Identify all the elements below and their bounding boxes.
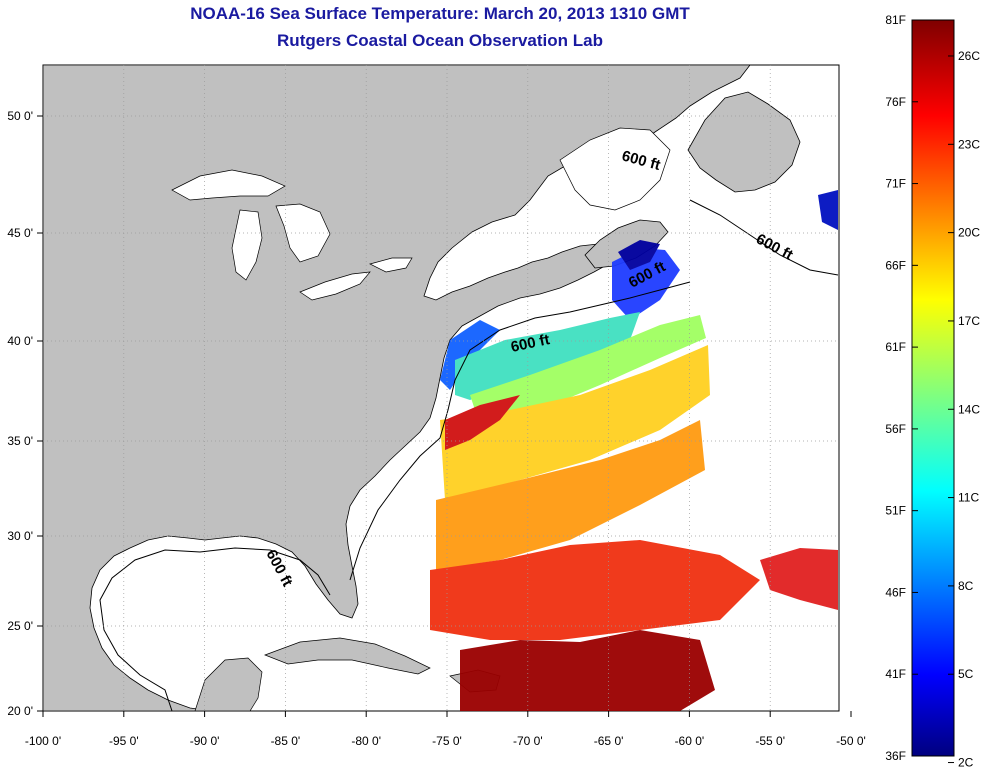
colorbar-f-label: 81F [885, 13, 906, 27]
lon-tick-label: -95 0' [109, 734, 139, 748]
lat-tick-label: 35 0' [7, 434, 33, 448]
colorbar-f-label: 51F [885, 504, 906, 518]
lat-tick-label: 40 0' [7, 334, 33, 348]
colorbar-f-label: 76F [885, 95, 906, 109]
newfoundland-land [687, 91, 801, 193]
lon-tick-label: -55 0' [755, 734, 785, 748]
colorbar-c-label: 14C [958, 402, 980, 416]
lon-tick-label: -85 0' [271, 734, 301, 748]
map-title: NOAA-16 Sea Surface Temperature: March 2… [190, 4, 690, 23]
lon-tick-label: -75 0' [432, 734, 462, 748]
lat-tick-label: 30 0' [7, 529, 33, 543]
lat-tick-label: 50 0' [7, 109, 33, 123]
lon-tick-label: -80 0' [351, 734, 381, 748]
sst-cool-slope [455, 312, 640, 400]
sst-hot-caribbean-approach [460, 630, 715, 711]
isobath-grand-banks [689, 199, 839, 276]
colorbar-f-label: 61F [885, 340, 906, 354]
colorbar-c-label: 17C [958, 314, 980, 328]
lon-tick-label: -70 0' [513, 734, 543, 748]
lake-erie [299, 271, 371, 301]
sst-gulf-stream-core [445, 395, 520, 450]
colorbar-f-label: 36F [885, 749, 906, 763]
map-subtitle: Rutgers Coastal Ocean Observation Lab [277, 31, 603, 50]
cuba-land [264, 637, 431, 675]
lat-tick-label: 20 0' [7, 704, 33, 718]
lat-tick-label: 45 0' [7, 226, 33, 240]
sst-orange-band [436, 420, 705, 570]
colorbar-f-label: 46F [885, 585, 906, 599]
colorbar-f-label: 66F [885, 258, 906, 272]
colorbar [911, 19, 955, 757]
lake-ontario [369, 257, 413, 273]
colorbar-c-label: 23C [958, 137, 980, 151]
lake-superior [171, 169, 286, 201]
colorbar-f-label: 41F [885, 667, 906, 681]
lon-tick-label: -65 0' [594, 734, 624, 748]
sst-east-warm-patch [760, 548, 838, 610]
colorbar-c-label: 5C [958, 667, 974, 681]
isobath-600ft-lines [99, 199, 839, 711]
lon-tick-label: -100 0' [25, 734, 61, 748]
sst-yellow-band [440, 345, 710, 500]
sst-data-swath [430, 190, 838, 711]
isobath-atlantic-shelf [349, 281, 691, 581]
isobath-gulf-of-mexico [99, 547, 331, 711]
lon-tick-label: -90 0' [190, 734, 220, 748]
colorbar-f-label: 56F [885, 422, 906, 436]
colorbar-c-label: 8C [958, 579, 974, 593]
axis-labels: -100 0' -95 0' -90 0' -85 0' -80 0' -75 0' -70… [7, 109, 865, 748]
colorbar-c-label: 2C [958, 756, 974, 770]
graticule [43, 65, 839, 711]
lake-michigan [231, 209, 263, 281]
colorbar-labels: 81F 76F 71F 66F 61F 56F 51F 46F 41F 36F 26C 23C 20C 1… [885, 13, 980, 770]
colorbar-f-label: 71F [885, 177, 906, 191]
colorbar-c-label: 20C [958, 226, 980, 240]
colorbar-c-label: 11C [958, 491, 979, 505]
sst-cold-maritimes [618, 240, 660, 270]
sst-warm-red-south [430, 540, 760, 640]
sst-green-band [470, 315, 706, 425]
lat-tick-label: 25 0' [7, 619, 33, 633]
lon-tick-label: -60 0' [675, 734, 705, 748]
colorbar-c-label: 26C [958, 49, 980, 63]
gulf-of-st-lawrence [559, 127, 671, 211]
lon-tick-label: -50 0' [836, 734, 866, 748]
maritimes-land [584, 219, 669, 269]
north-america-land [43, 65, 751, 711]
yucatan-land [194, 657, 263, 711]
sst-cold-newfoundland [818, 190, 838, 230]
